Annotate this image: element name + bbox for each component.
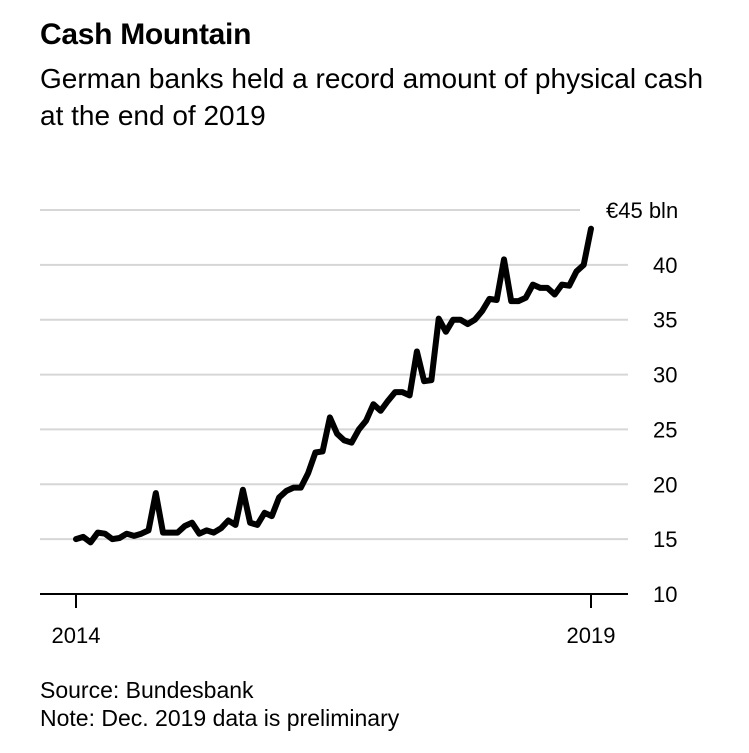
- y-tick-label-30: 30: [653, 363, 677, 388]
- chart-subtitle: German banks held a record amount of phy…: [40, 63, 704, 131]
- y-tick-label-45: €45 bln: [606, 198, 678, 223]
- data-note: Note: Dec. 2019 data is preliminary: [40, 705, 400, 731]
- gridlines: [40, 209, 628, 541]
- y-tick-labels: 10 15 20 25 30 35 40 €45 bln: [606, 198, 678, 607]
- x-tick-label-2019: 2019: [567, 623, 616, 648]
- x-tick-label-2014: 2014: [52, 623, 101, 648]
- y-tick-label-15: 15: [653, 527, 677, 552]
- y-tick-label-20: 20: [653, 472, 677, 497]
- x-tick-labels: 2014 2019: [52, 594, 616, 648]
- series-line-0: [73, 225, 594, 546]
- series-lines: [73, 225, 594, 546]
- y-tick-label-35: 35: [653, 308, 677, 333]
- y-tick-label-40: 40: [653, 253, 677, 278]
- y-tick-label-10: 10: [653, 582, 677, 607]
- source-note: Source: Bundesbank: [40, 677, 254, 703]
- y-tick-label-25: 25: [653, 417, 677, 442]
- chart-title: Cash Mountain: [40, 18, 252, 51]
